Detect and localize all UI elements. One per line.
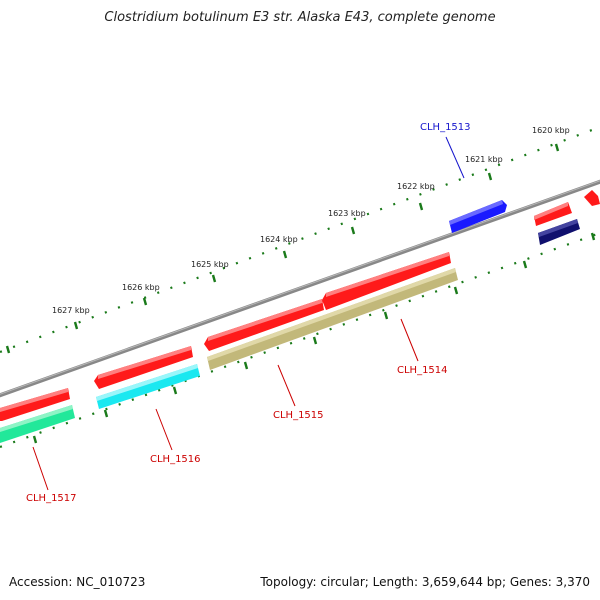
label-leaders	[32, 136, 465, 491]
outer-major-ticks	[5, 143, 560, 354]
inner-major-ticks	[32, 232, 596, 444]
leader-clh1513	[445, 136, 465, 179]
leader-clh1515	[277, 364, 296, 407]
gene-label-clh1513: CLH_1513	[420, 122, 471, 133]
gene-clh1513[interactable]	[449, 200, 507, 233]
gene-labels: CLH_1513 CLH_1514 CLH_1515 CLH_1516 CLH_…	[26, 122, 471, 504]
inner-scale-ring	[0, 231, 600, 449]
gene-label-clh1514: CLH_1514	[397, 365, 448, 376]
reverse-strand-genes	[0, 200, 580, 443]
accession-label: Accession: NC_010723	[9, 575, 146, 589]
leader-clh1516	[155, 408, 173, 451]
gene-label-clh1515: CLH_1515	[273, 410, 324, 421]
gene-cds[interactable]	[584, 190, 600, 206]
kbp-label: 1621 kbp	[465, 155, 503, 164]
genome-info-label: Topology: circular; Length: 3,659,644 bp…	[260, 575, 590, 589]
kbp-label: 1622 kbp	[397, 182, 435, 191]
genome-title: Clostridium botulinum E3 str. Alaska E43…	[104, 10, 496, 25]
gene-label-clh1517: CLH_1517	[26, 493, 77, 504]
gene-label-clh1516: CLH_1516	[150, 454, 201, 465]
outer-scale-ring	[0, 125, 600, 354]
gene-clh1517[interactable]	[0, 405, 75, 443]
genome-backbone-highlight	[0, 180, 600, 395]
kbp-labels: 1620 kbp 1621 kbp 1622 kbp 1623 kbp 1624…	[52, 126, 570, 315]
kbp-label: 1626 kbp	[122, 283, 160, 292]
genome-backbone	[0, 179, 600, 398]
gene-cds[interactable]	[322, 252, 451, 310]
kbp-label: 1627 kbp	[52, 306, 90, 315]
leader-clh1514	[400, 318, 419, 362]
kbp-label: 1620 kbp	[532, 126, 570, 135]
kbp-label: 1624 kbp	[260, 235, 298, 244]
leader-clh1517	[32, 446, 49, 491]
kbp-label: 1625 kbp	[191, 260, 229, 269]
kbp-label: 1623 kbp	[328, 209, 366, 218]
forward-strand-genes	[0, 190, 600, 421]
